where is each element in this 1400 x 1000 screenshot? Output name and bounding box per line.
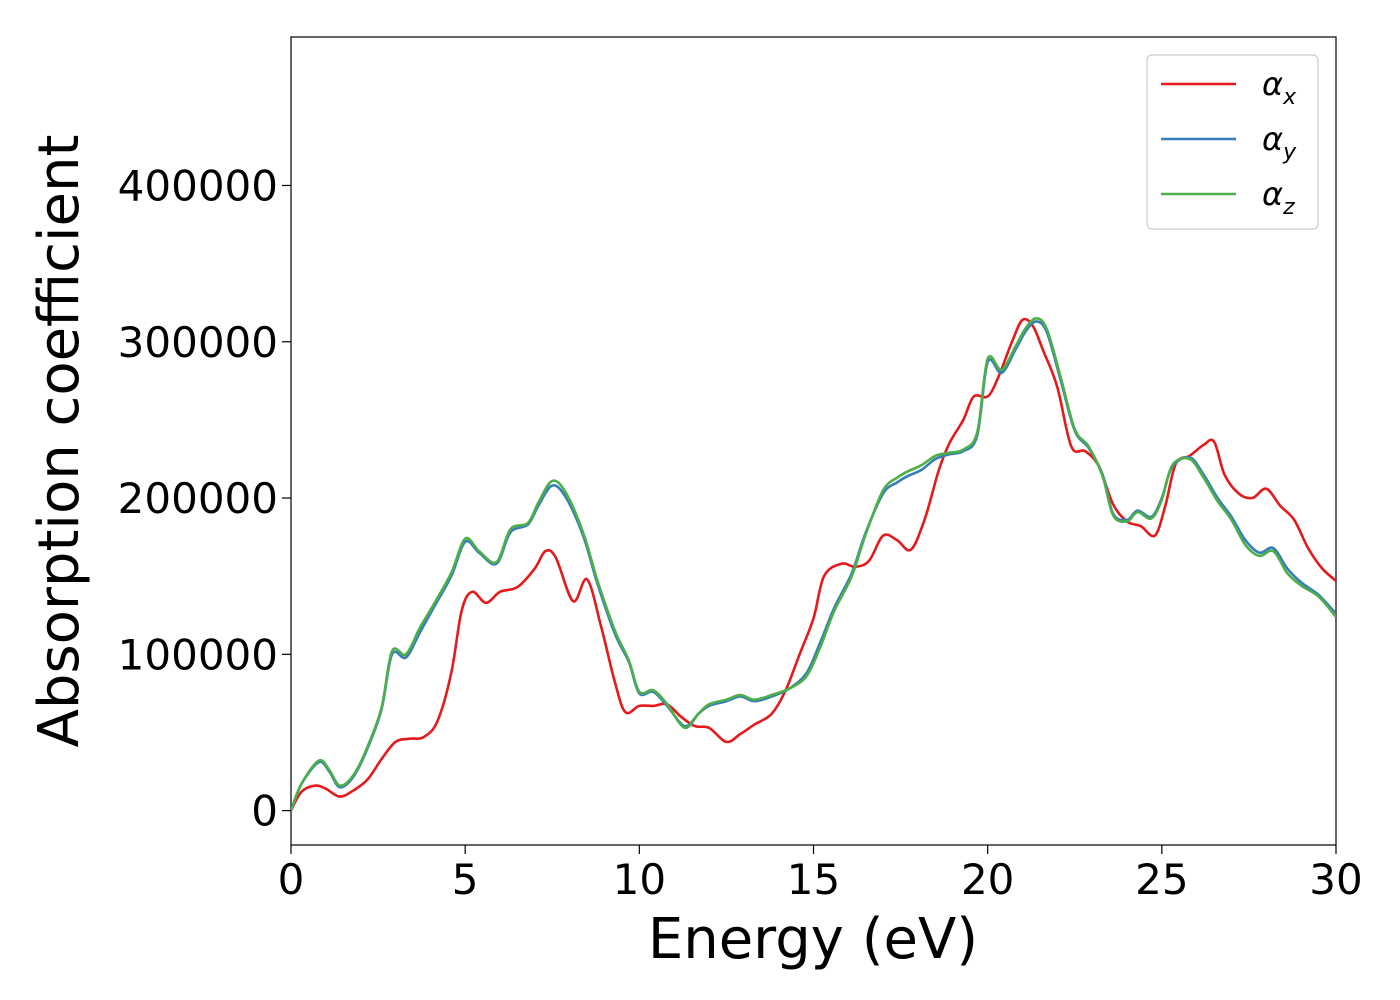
- series-lines: [291, 317, 1336, 812]
- x-tick-label: 20: [961, 855, 1014, 904]
- x-tick-label: 25: [1135, 855, 1188, 904]
- legend-label-0: αx: [1262, 65, 1297, 110]
- legend-frame: [1146, 54, 1319, 230]
- y-tick-label: 200000: [118, 474, 278, 523]
- legend-items: αx αy αz: [1161, 65, 1297, 220]
- y-tick-label: 100000: [118, 630, 278, 679]
- x-axis-label: Energy (eV): [648, 907, 978, 972]
- legend-label-1: αy: [1262, 120, 1297, 165]
- y-tick-label: 300000: [118, 318, 278, 367]
- x-tick-label: 15: [787, 855, 840, 904]
- y-tick-label: 400000: [118, 161, 278, 210]
- x-tick-label: 5: [452, 855, 479, 904]
- x-tick-label: 10: [613, 855, 666, 904]
- y-axis-label: Absorption coefficient: [27, 135, 92, 748]
- y-axis-ticks: 0 100000 200000 300000 400000: [118, 161, 291, 836]
- legend: αx αy αz: [1146, 54, 1319, 230]
- series-line-2: [291, 317, 1336, 812]
- x-tick-label: 0: [278, 855, 305, 904]
- series-line-0: [291, 317, 1336, 812]
- legend-label-2: αz: [1262, 175, 1295, 220]
- x-axis-ticks: 0 5 10 15 20 25 30: [278, 845, 1363, 904]
- y-tick-label: 0: [251, 787, 278, 836]
- x-tick-label: 30: [1309, 855, 1362, 904]
